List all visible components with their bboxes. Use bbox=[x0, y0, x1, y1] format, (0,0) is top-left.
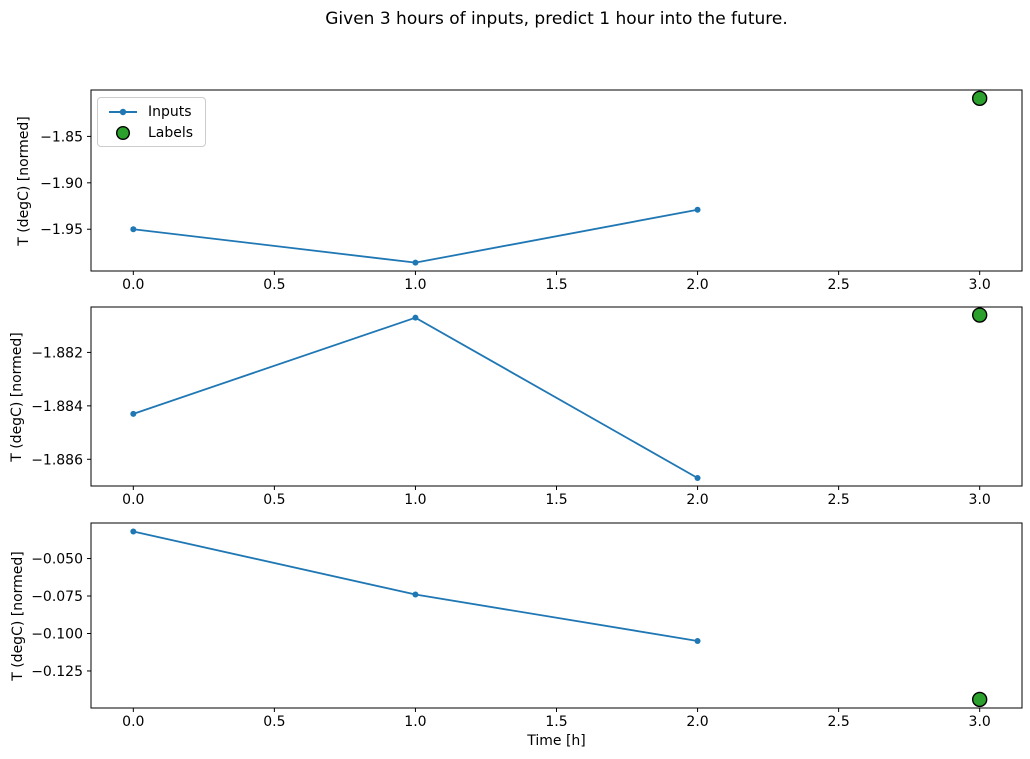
svg-text:−1.884: −1.884 bbox=[31, 399, 83, 415]
svg-text:0.0: 0.0 bbox=[122, 714, 144, 730]
svg-text:1.0: 1.0 bbox=[404, 714, 426, 730]
svg-text:−0.100: −0.100 bbox=[31, 626, 83, 642]
svg-text:−1.886: −1.886 bbox=[31, 452, 83, 468]
legend-item-labels: Labels bbox=[104, 123, 193, 142]
svg-text:−0.125: −0.125 bbox=[31, 664, 83, 680]
figure-title: Given 3 hours of inputs, predict 1 hour … bbox=[325, 9, 788, 29]
svg-text:3.0: 3.0 bbox=[969, 714, 991, 730]
legend-label-inputs: Inputs bbox=[148, 103, 192, 120]
svg-text:1.0: 1.0 bbox=[404, 277, 426, 293]
svg-text:0.0: 0.0 bbox=[122, 492, 144, 508]
subplot-3: 0.0 0.5 1.0 1.5 2.0 2.5 3.0 −0.050 −0.075 −0.100 −… bbox=[31, 522, 1023, 730]
svg-text:1.5: 1.5 bbox=[545, 277, 567, 293]
svg-text:−0.075: −0.075 bbox=[31, 589, 83, 605]
legend-label-labels: Labels bbox=[148, 124, 194, 141]
y-axis-label-subplot-1: T (degC) [normed] bbox=[16, 116, 32, 246]
svg-text:1.0: 1.0 bbox=[404, 492, 426, 508]
subplot-2: 0.0 0.5 1.0 1.5 2.0 2.5 3.0 −1.882 −1.884 −1.886 bbox=[31, 306, 1023, 508]
svg-text:0.0: 0.0 bbox=[122, 277, 144, 293]
svg-text:2.5: 2.5 bbox=[827, 714, 849, 730]
legend-item-inputs: Inputs bbox=[104, 102, 193, 121]
svg-text:−1.882: −1.882 bbox=[31, 345, 83, 361]
y-axis-label-subplot-3: T (degC) [normed] bbox=[10, 551, 26, 681]
inputs-line-marker-icon bbox=[104, 105, 142, 119]
svg-text:3.0: 3.0 bbox=[969, 492, 991, 508]
svg-text:2.0: 2.0 bbox=[686, 492, 708, 508]
legend: Inputs Labels bbox=[97, 97, 207, 147]
svg-text:2.0: 2.0 bbox=[686, 714, 708, 730]
svg-text:2.5: 2.5 bbox=[827, 492, 849, 508]
x-axis-label: Time [h] bbox=[527, 733, 586, 749]
subplot-1: 0.0 0.5 1.0 1.5 2.0 2.5 3.0 −1.85 −1.90 −1.95 bbox=[40, 89, 1023, 293]
svg-text:−1.95: −1.95 bbox=[40, 222, 83, 238]
labels-circle-marker-icon bbox=[104, 125, 142, 141]
svg-text:3.0: 3.0 bbox=[969, 277, 991, 293]
svg-text:1.5: 1.5 bbox=[545, 714, 567, 730]
svg-text:2.5: 2.5 bbox=[827, 277, 849, 293]
svg-text:−0.050: −0.050 bbox=[31, 552, 83, 568]
svg-text:2.0: 2.0 bbox=[686, 277, 708, 293]
svg-text:0.5: 0.5 bbox=[263, 277, 285, 293]
svg-text:0.5: 0.5 bbox=[263, 492, 285, 508]
svg-text:1.5: 1.5 bbox=[545, 492, 567, 508]
svg-text:−1.85: −1.85 bbox=[40, 129, 83, 145]
svg-text:0.5: 0.5 bbox=[263, 714, 285, 730]
svg-text:−1.90: −1.90 bbox=[40, 176, 83, 192]
y-axis-label-subplot-2: T (degC) [normed] bbox=[9, 332, 25, 462]
